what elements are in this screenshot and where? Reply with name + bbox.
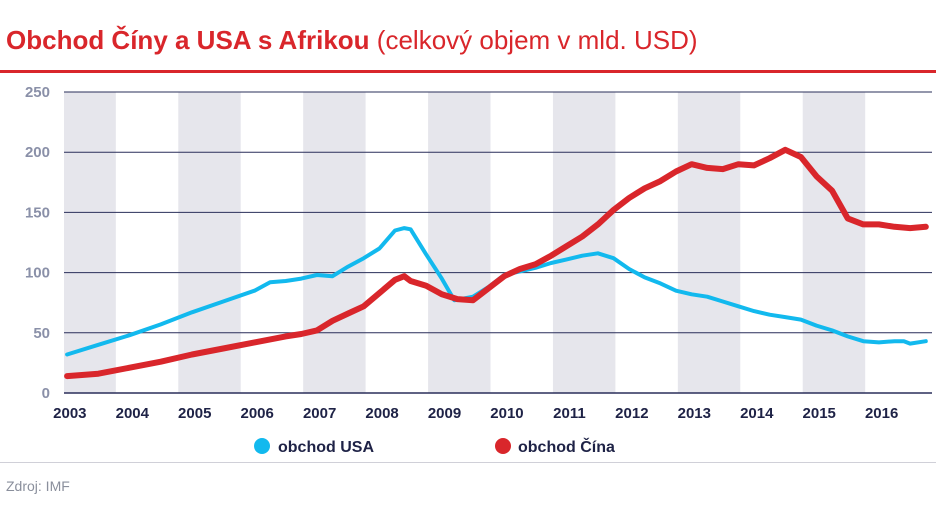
x-tick-label: 2013	[678, 405, 711, 422]
y-tick-label: 100	[25, 265, 50, 282]
x-tick-label: 2011	[553, 405, 586, 422]
year-band	[428, 92, 491, 393]
legend: obchod USA obchod Čína	[254, 437, 615, 456]
x-tick-label: 2014	[740, 405, 774, 422]
x-tick-label: 2010	[490, 405, 523, 422]
gridlines	[64, 91, 932, 394]
chart-title: Obchod Číny a USA s Afrikou (celkový obj…	[6, 24, 698, 56]
line-chart: 0 50 100 150 200 250 2003 2004 2005 2006 2007 2008…	[25, 84, 932, 456]
year-band	[552, 92, 616, 393]
x-tick-label: 2006	[241, 405, 274, 422]
x-tick-label: 2009	[428, 405, 461, 422]
x-tick-label: 2005	[178, 405, 211, 422]
x-axis-ticks: 2003 2004 2005 2006 2007 2008 2009 2010 2011 2012…	[53, 405, 898, 422]
y-tick-label: 150	[25, 204, 50, 221]
title-divider	[0, 70, 936, 73]
x-tick-label: 2007	[303, 405, 336, 422]
y-tick-label: 250	[25, 84, 50, 101]
x-tick-label: 2015	[803, 405, 836, 422]
title-main: Obchod Číny a USA s Afrikou	[6, 25, 370, 55]
y-tick-label: 0	[42, 385, 50, 402]
year-band	[178, 92, 241, 393]
y-tick-label: 200	[25, 144, 50, 161]
x-tick-label: 2003	[53, 405, 86, 422]
legend-swatch	[495, 438, 511, 454]
x-tick-label: 2008	[365, 405, 398, 422]
x-tick-label: 2016	[865, 405, 898, 422]
year-bands	[64, 92, 866, 393]
legend-label: obchod Čína	[518, 437, 615, 456]
legend-label: obchod USA	[278, 439, 374, 456]
year-band	[677, 92, 741, 393]
x-tick-label: 2004	[116, 405, 150, 422]
footer-divider	[0, 462, 936, 463]
title-subtitle: (celkový objem v mld. USD)	[376, 25, 698, 55]
series-line-usa	[65, 226, 928, 357]
legend-swatch	[254, 438, 270, 454]
source-note: Zdroj: IMF	[6, 478, 70, 494]
series-lines	[64, 146, 929, 380]
year-band	[303, 92, 366, 393]
y-axis-ticks: 0 50 100 150 200 250	[25, 84, 50, 402]
series-line-china	[64, 146, 929, 380]
x-tick-label: 2012	[615, 405, 648, 422]
year-band	[802, 92, 866, 393]
y-tick-label: 50	[33, 325, 50, 342]
